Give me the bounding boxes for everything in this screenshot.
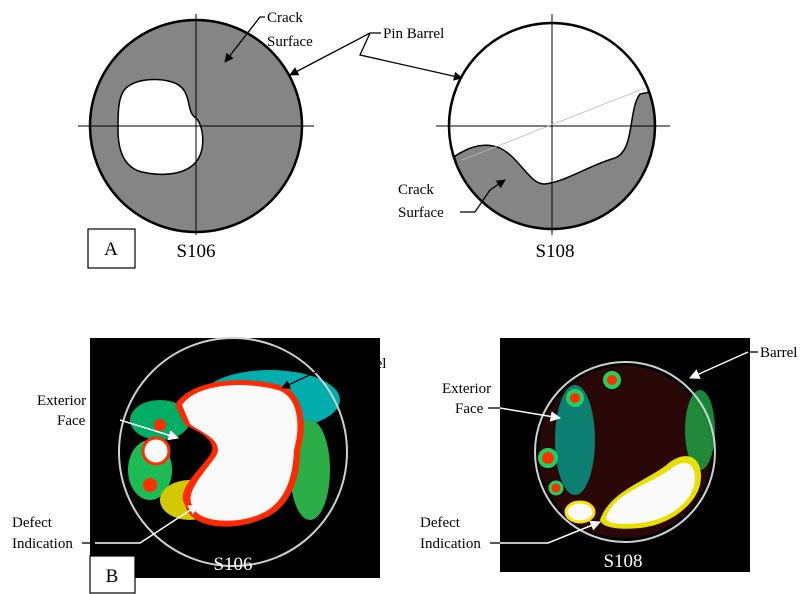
crack-label: Crack <box>398 182 434 198</box>
specimen-name: S108 <box>535 241 574 262</box>
panel-label: A <box>104 239 118 260</box>
barrel-label: Barrel <box>349 356 386 372</box>
s108-scan <box>500 338 750 572</box>
exterior-label: Exterior <box>442 381 491 397</box>
figure: Crack Surface Pin Barrel Crack Surface A… <box>0 0 804 594</box>
barrel-label: Barrel <box>760 345 797 361</box>
crack-label: Surface <box>398 205 444 221</box>
defect-label: Indication <box>12 536 73 552</box>
exterior-label: Exterior <box>37 393 86 409</box>
s108-section <box>436 14 670 240</box>
crack-label: Surface <box>267 34 313 50</box>
exterior-label: Face <box>455 401 484 417</box>
s106-scan <box>90 338 380 578</box>
crack-label: Crack <box>267 10 303 26</box>
pin-barrel-label: Pin Barrel <box>383 26 444 42</box>
specimen-name: S108 <box>603 551 642 572</box>
defect-label: Defect <box>420 515 461 531</box>
defect-label: Defect <box>12 515 53 531</box>
specimen-name: S106 <box>213 554 252 575</box>
defect-label: Indication <box>420 536 481 552</box>
specimen-name: S106 <box>176 241 215 262</box>
panel-label: B <box>106 566 119 587</box>
exterior-label: Face <box>57 413 86 429</box>
